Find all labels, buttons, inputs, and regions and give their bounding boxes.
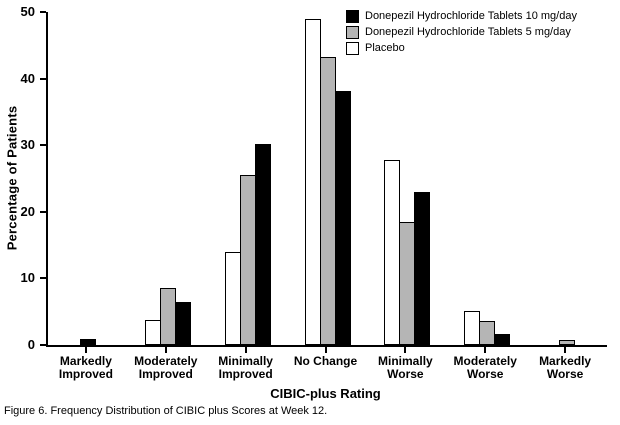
legend-entry: Donepezil Hydrochloride Tablets 5 mg/day (346, 25, 577, 39)
bar-donepezil-10mg (334, 91, 351, 345)
x-axis-tick (484, 347, 487, 353)
legend-label: Donepezil Hydrochloride Tablets 10 mg/da… (365, 10, 577, 22)
legend-swatch (346, 25, 359, 39)
bar-chart: Percentage of Patients 0 10 20 30 40 50 Donep… (0, 5, 607, 401)
category-label: Minimally Improved (218, 354, 273, 381)
category-label: Minimally Worse (378, 354, 433, 381)
bar-group (367, 12, 447, 345)
bar-placebo (464, 311, 481, 345)
bar-donepezil-5mg (239, 175, 256, 345)
bar-placebo (384, 160, 401, 345)
y-tick-label: 30 (20, 137, 35, 153)
bar-placebo (304, 19, 321, 345)
bar-donepezil-5mg (559, 340, 576, 345)
y-axis-tick (40, 277, 46, 280)
bar-group (288, 12, 368, 345)
legend-label: Placebo (365, 42, 405, 54)
bar-donepezil-5mg (399, 222, 416, 345)
y-axis-tick (40, 11, 46, 13)
x-axis-ticks (46, 347, 605, 353)
y-axis-tick (40, 144, 46, 147)
bar-donepezil-10mg (494, 334, 511, 345)
y-tick-label: 0 (27, 337, 35, 352)
bar-groups (48, 12, 607, 345)
bar-donepezil-10mg (414, 192, 431, 345)
category-label: Moderately Improved (134, 354, 198, 381)
bar-group (128, 12, 208, 345)
bar-donepezil-10mg (254, 144, 271, 345)
y-tick-label: 40 (20, 70, 35, 86)
x-axis-tick (164, 347, 167, 353)
y-tick-label: 50 (20, 4, 35, 19)
category-label: No Change (293, 354, 358, 368)
bar-placebo (144, 320, 161, 345)
y-axis-tick (40, 210, 46, 213)
x-axis-tick (564, 347, 567, 353)
legend: Donepezil Hydrochloride Tablets 10 mg/da… (346, 9, 577, 57)
y-axis-tick (40, 344, 46, 346)
x-axis-tick (404, 347, 407, 353)
bar-donepezil-5mg (479, 321, 496, 345)
bar-placebo (224, 252, 241, 345)
bar-donepezil-10mg (174, 302, 191, 345)
category-label: Markedly Worse (539, 354, 592, 381)
x-axis-tick (244, 347, 247, 353)
legend-swatch (346, 41, 359, 55)
y-tick-label: 20 (20, 203, 35, 219)
bar-donepezil-5mg (319, 57, 336, 345)
bar-group (48, 12, 128, 345)
plot-area: Donepezil Hydrochloride Tablets 10 mg/da… (46, 9, 607, 347)
y-axis: 0 10 20 30 40 50 (0, 5, 46, 352)
y-axis-tick (40, 77, 46, 80)
bar-donepezil-10mg (79, 339, 96, 345)
bar-group (527, 12, 607, 345)
bar-donepezil-5mg (159, 288, 176, 345)
y-tick-label: 10 (20, 270, 35, 286)
category-label: Moderately Worse (453, 354, 517, 381)
legend-entry: Placebo (346, 41, 577, 55)
legend-entry: Donepezil Hydrochloride Tablets 10 mg/da… (346, 9, 577, 23)
bar-group (208, 12, 288, 345)
x-axis-tick (324, 347, 327, 353)
x-axis-category-labels: Markedly Improved Moderately Improved Mini… (46, 355, 605, 381)
legend-swatch (346, 9, 359, 23)
x-axis-tick (84, 347, 87, 353)
figure-caption: Figure 6. Frequency Distribution of CIBI… (4, 405, 328, 417)
bar-group (447, 12, 527, 345)
x-axis-title: CIBIC-plus Rating (270, 386, 381, 401)
legend-label: Donepezil Hydrochloride Tablets 5 mg/day (365, 26, 571, 38)
category-label: Markedly Improved (58, 354, 113, 381)
